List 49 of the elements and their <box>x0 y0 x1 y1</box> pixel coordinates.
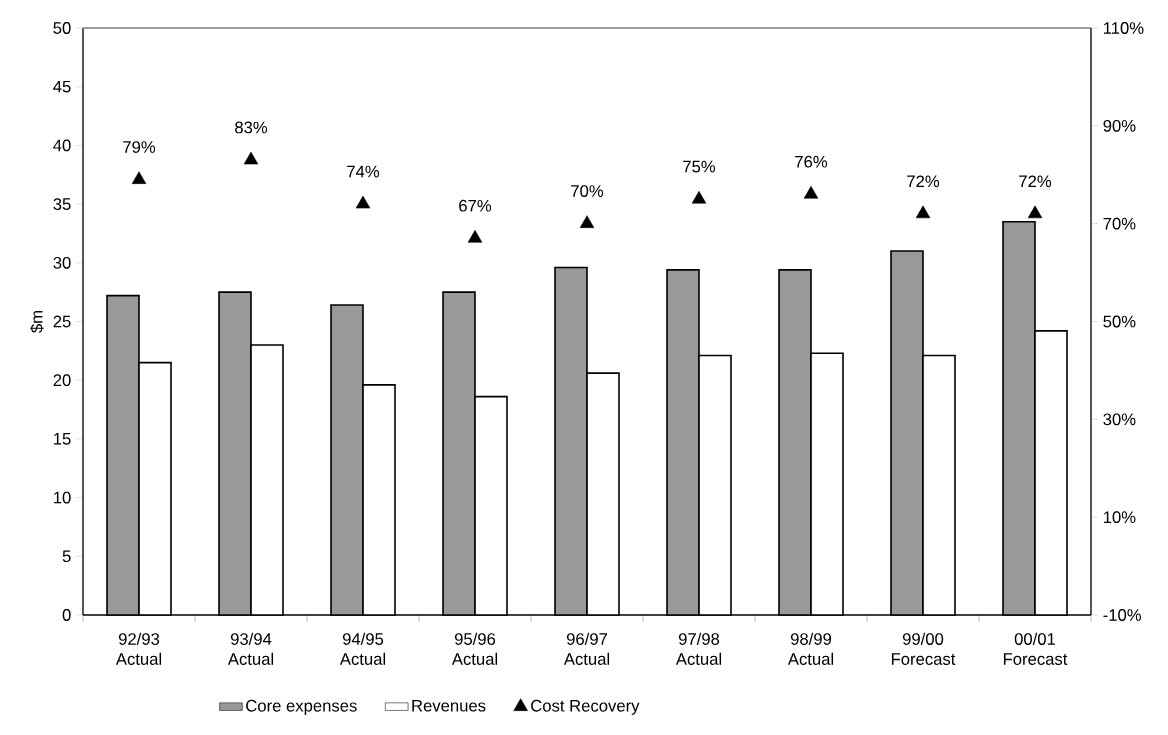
point <box>579 215 595 228</box>
legend-label: Cost Recovery <box>531 699 640 715</box>
x-tick-label: 98/99 Actual <box>787 632 834 665</box>
x-tick-label: 00/01 Forecast <box>1003 632 1068 665</box>
x-tick-label: 95/96 Actual <box>451 632 498 665</box>
data-label: 76% <box>795 155 828 168</box>
y-tick-label: 35 <box>53 198 71 210</box>
x-tick-label: 92/93 Actual <box>115 632 162 665</box>
point <box>803 186 819 199</box>
x-tick-label: 94/95 Actual <box>339 632 386 665</box>
data-label: 70% <box>571 185 604 197</box>
y-tick-label: 20 <box>53 374 71 387</box>
data-label: 72% <box>907 175 940 188</box>
x-tick-label: 96/97 Actual <box>563 632 610 665</box>
point <box>355 195 371 209</box>
point <box>691 190 707 204</box>
x-tick-label: 93/94 Actual <box>227 632 274 665</box>
y-tick-label: 25 <box>53 315 71 328</box>
data-label: 67% <box>459 199 492 212</box>
point <box>243 151 259 165</box>
x-tick-label: 97/98 Actual <box>675 632 722 665</box>
data-label: 83% <box>235 121 268 134</box>
point <box>915 205 931 219</box>
y-axis-title: $m <box>30 311 44 333</box>
data-label: 72% <box>1019 175 1052 188</box>
y2-tick-label: 30% <box>1103 413 1136 426</box>
y2-tick-label: 50% <box>1103 315 1136 328</box>
y-tick-label: 50 <box>53 22 71 34</box>
y2-tick-label: 10% <box>1103 511 1136 524</box>
point <box>1027 205 1043 219</box>
y2-tick-label: -10% <box>1103 609 1142 621</box>
legend-label: Revenues <box>412 699 486 712</box>
y-tick-label: 15 <box>54 433 71 445</box>
y-tick-label: 10 <box>54 491 71 504</box>
point <box>467 230 483 243</box>
y-tick-label: 0 <box>62 609 71 621</box>
point <box>131 171 147 184</box>
x-tick-label: 99/00 Forecast <box>891 632 956 665</box>
y-tick-label: 45 <box>53 80 71 93</box>
y2-tick-label: 70% <box>1103 217 1136 230</box>
y2-tick-label: 110% <box>1103 22 1144 34</box>
legend-label: Core expenses <box>246 699 357 715</box>
y-tick-label: 40 <box>53 139 71 152</box>
data-label: 74% <box>347 165 380 178</box>
data-label: 75% <box>683 160 716 173</box>
y-tick-label: 30 <box>53 256 71 269</box>
data-label: 79% <box>123 141 156 153</box>
y-tick-label: 5 <box>62 550 71 563</box>
y2-tick-label: 90% <box>1103 119 1136 132</box>
